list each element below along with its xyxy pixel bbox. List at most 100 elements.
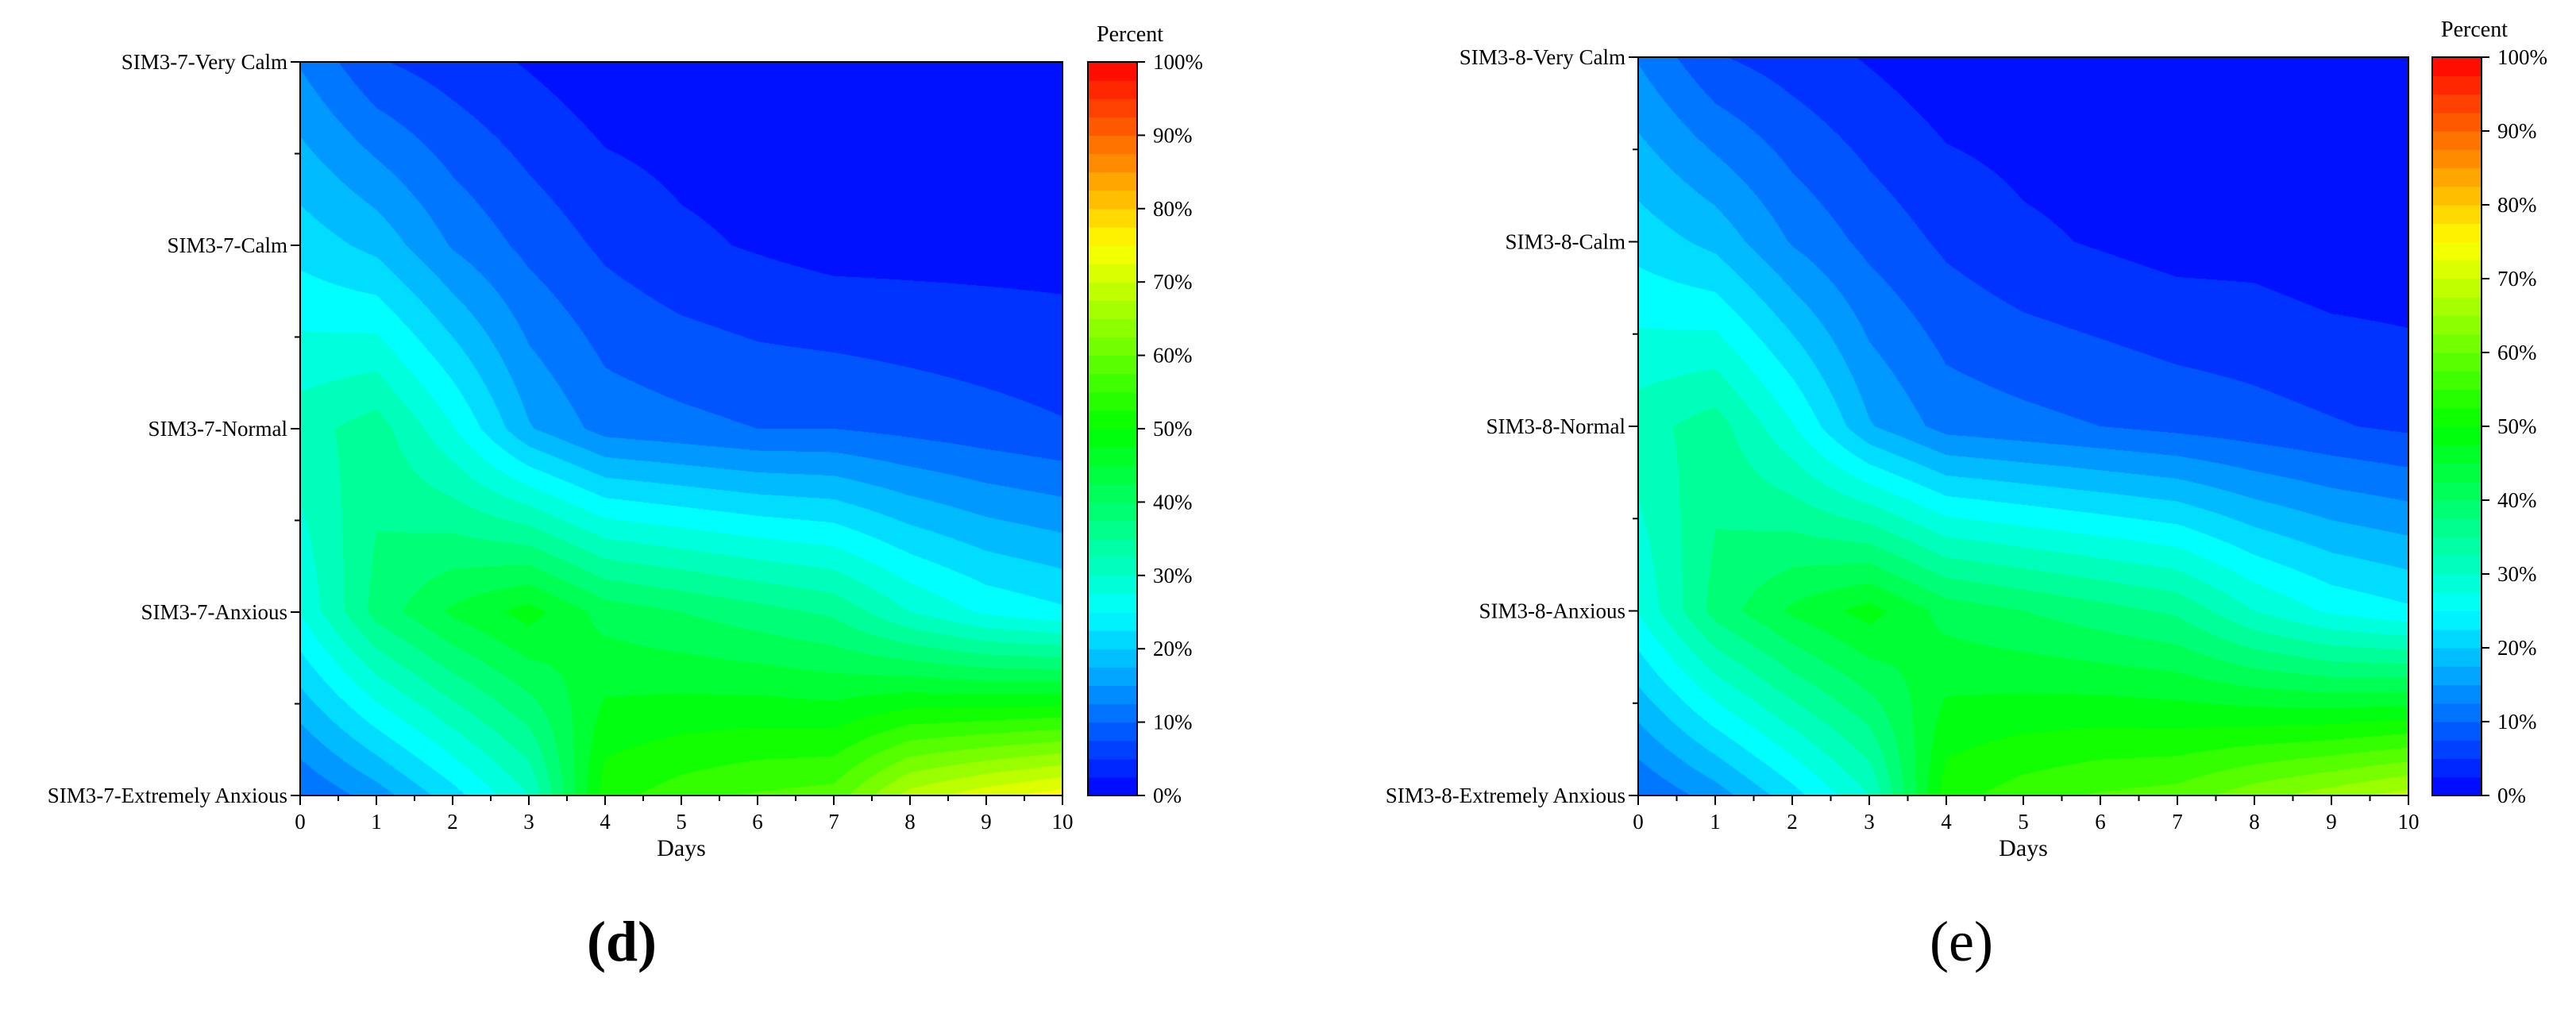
colorbar-band [1088,410,1137,429]
x-tick-label: 2 [447,810,458,834]
colorbar-tick-label: 40% [1153,490,1193,514]
colorbar-band [2432,57,2482,76]
colorbar-band [1088,630,1137,649]
colorbar-tick-label: 90% [1153,123,1193,147]
colorbar-band [2432,205,2482,224]
colorbar-band [1088,575,1137,595]
colorbar-tick-label: 100% [2497,45,2547,69]
y-tick-label: SIM3-7-Calm [168,233,288,257]
colorbar-band [1088,117,1137,136]
x-axis-label: Days [1999,835,2048,861]
colorbar-tick-label: 0% [2497,784,2526,807]
colorbar-title: Percent [2441,17,2508,42]
colorbar-band [1088,447,1137,466]
colorbar-tick-label: 30% [2497,562,2537,586]
colorbar-band [1088,373,1137,393]
x-tick-label: 8 [2249,810,2260,834]
colorbar-band [2432,168,2482,187]
colorbar-band [1088,667,1137,686]
colorbar-tick-label: 70% [2497,267,2537,291]
colorbar-band [1088,135,1137,155]
x-tick-label: 5 [676,810,687,834]
colorbar-tick-label: 60% [2497,341,2537,364]
colorbar-band [1088,538,1137,558]
colorbar-band [2432,131,2482,150]
colorbar-band [2432,407,2482,427]
x-tick-label: 7 [828,810,839,834]
colorbar-tick-label: 10% [1153,711,1193,734]
colorbar-band [2432,426,2482,445]
colorbar-band [1088,337,1137,356]
colorbar-band [2432,684,2482,704]
colorbar-band [2432,629,2482,649]
colorbar-band [1088,758,1137,778]
colorbar-band [2432,371,2482,391]
colorbar-band [1088,208,1137,228]
colorbar-band [1088,391,1137,411]
colorbar-band [2432,315,2482,335]
y-tick-label: SIM3-8-Calm [1506,230,1626,254]
heatmap-surface [1638,57,2408,795]
colorbar-tick-label: 50% [2497,414,2537,438]
y-tick-label: SIM3-7-Extremely Anxious [48,784,287,807]
colorbar-band [2432,722,2482,741]
colorbar-band [2432,241,2482,261]
colorbar-band [2432,703,2482,722]
x-axis-label: Days [657,835,706,861]
colorbar-band [1088,245,1137,264]
x-tick-label: 5 [2018,810,2029,834]
colorbar-band [2432,555,2482,575]
y-tick-label: SIM3-7-Anxious [141,600,287,624]
colorbar-band [1088,502,1137,522]
x-tick-label: 10 [2398,810,2420,834]
colorbar-band [1088,300,1137,319]
x-tick-label: 6 [752,810,763,834]
colorbar-band [2432,223,2482,243]
colorbar-band [1088,685,1137,705]
colorbar-band [2432,481,2482,501]
colorbar-tick-label: 10% [2497,710,2537,734]
colorbar-band [1088,722,1137,741]
colorbar-band [2432,75,2482,95]
colorbar-band [1088,520,1137,540]
colorbar-band [2432,260,2482,279]
panel-e: SIM3-8-Extremely Anxious SIM3-8-Anxious SI… [1386,17,2547,973]
x-tick-label: 8 [904,810,916,834]
colorbar-tick-label: 50% [1153,417,1193,441]
colorbar-band [2432,112,2482,132]
x-tick-label: 3 [1864,810,1875,834]
colorbar-tick-label: 20% [2497,636,2537,660]
colorbar-band [1088,62,1137,81]
colorbar-band [1088,612,1137,631]
colorbar-tick-label: 40% [2497,488,2537,512]
colorbar-band [2432,518,2482,538]
colorbar-band [1088,557,1137,576]
colorbar-band [2432,463,2482,483]
y-tick-label: SIM3-8-Extremely Anxious [1386,784,1625,807]
colorbar-tick-label: 100% [1153,50,1203,74]
colorbar-band [2432,610,2482,630]
colorbar-tick-label: 30% [1153,564,1193,587]
x-tick-label: 0 [295,810,306,834]
colorbar-band [2432,500,2482,519]
colorbar-band [2432,352,2482,372]
x-tick-label: 4 [1941,810,1952,834]
x-tick-label: 0 [1633,810,1644,834]
colorbar-band [1088,80,1137,99]
x-tick-label: 10 [1052,810,1074,834]
y-tick-label: SIM3-8-Anxious [1479,599,1625,623]
colorbar-tick-label: 80% [2497,193,2537,217]
x-tick-label: 9 [981,810,992,834]
colorbar-band [1088,190,1137,210]
x-tick-label: 4 [600,810,611,834]
x-tick-label: 1 [371,810,382,834]
colorbar-band [1088,355,1137,375]
colorbar-tick-label: 90% [2497,119,2537,143]
colorbar-band [1088,776,1137,796]
colorbar-band [2432,776,2482,796]
colorbar-band [1088,282,1137,301]
colorbar-band [2432,592,2482,612]
x-tick-label: 3 [523,810,534,834]
colorbar-band [2432,574,2482,593]
